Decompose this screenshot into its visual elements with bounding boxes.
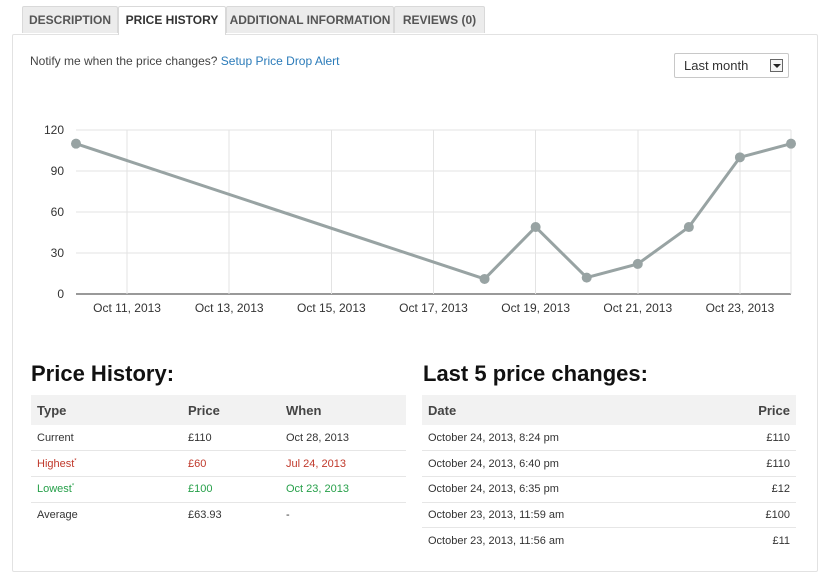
y-tick-label: 30	[51, 246, 65, 260]
data-point	[734, 152, 745, 163]
when-cell: -	[286, 509, 290, 522]
data-point	[786, 138, 796, 149]
column-header: Date	[422, 395, 702, 425]
data-point	[581, 272, 592, 283]
price-history-table: Type Price When Current £110 Oct 28, 201…	[31, 395, 406, 528]
column-header: Price	[702, 395, 796, 425]
price-drop-alert-link[interactable]: Setup Price Drop Alert	[220, 54, 340, 68]
last-changes-table: Date Price October 24, 2013, 8:24 pm £11…	[422, 395, 796, 553]
data-point	[632, 258, 643, 269]
date-cell: October 23, 2013, 11:59 am	[422, 502, 702, 529]
x-tick-label: Oct 11, 2013	[93, 301, 161, 315]
price-cell: £11	[772, 534, 790, 547]
table-row: October 23, 2013, 11:59 am £100	[422, 502, 796, 529]
footnote-mark: *	[71, 483, 75, 490]
data-point	[479, 273, 490, 284]
date-cell: October 23, 2013, 11:56 am	[428, 534, 565, 547]
type-cell: Current	[31, 425, 182, 452]
y-tick-label: 60	[51, 205, 65, 219]
data-point	[683, 222, 694, 233]
y-tick-label: 120	[44, 123, 64, 137]
type-cell: Average	[37, 509, 78, 522]
chevron-down-icon[interactable]	[770, 59, 783, 72]
price-cell: £60	[182, 450, 280, 477]
table-row: Highest* £60 Jul 24, 2013	[31, 450, 406, 477]
price-history-title: Price History:	[31, 361, 175, 386]
range-select-value: Last month	[684, 58, 749, 73]
y-axis: 0 30 60 90 120	[44, 123, 64, 301]
column-header: When	[280, 395, 406, 425]
table-header-row: Type Price When	[31, 395, 406, 425]
date-cell: October 24, 2013, 6:35 pm	[422, 476, 702, 503]
price-cell: £110	[182, 425, 280, 452]
date-cell: October 24, 2013, 6:40 pm	[422, 450, 702, 477]
x-tick-label: Oct 21, 2013	[603, 301, 672, 315]
series-line	[75, 142, 792, 281]
table-row: Average £63.93 -	[31, 502, 406, 528]
price-cell: £110	[702, 450, 796, 477]
table-row: October 24, 2013, 6:35 pm £12	[422, 476, 796, 503]
column-header: Price	[182, 395, 280, 425]
table-row: October 24, 2013, 6:40 pm £110	[422, 450, 796, 477]
price-cell: £100	[702, 502, 796, 529]
range-select[interactable]: Last month	[674, 53, 789, 78]
price-cell: £110	[702, 425, 796, 452]
x-tick-label: Oct 23, 2013	[706, 301, 775, 315]
type-cell: Lowest*	[31, 476, 182, 503]
y-tick-label: 0	[57, 287, 64, 301]
column-header: Type	[31, 395, 182, 425]
notify-row: Notify me when the price changes? Setup …	[30, 54, 340, 68]
y-tick-label: 90	[51, 164, 65, 178]
price-cell: £63.93	[188, 509, 222, 522]
tab-price-history[interactable]: PRICE HISTORY	[118, 6, 226, 35]
x-axis: Oct 11, 2013 Oct 13, 2013 Oct 15, 2013 Oct …	[93, 301, 774, 315]
table-row: October 23, 2013, 11:56 am £11	[422, 528, 796, 554]
x-tick-label: Oct 19, 2013	[501, 301, 570, 315]
data-point	[71, 138, 81, 149]
when-cell: Oct 28, 2013	[280, 425, 406, 452]
when-cell: Oct 23, 2013	[280, 476, 406, 503]
x-tick-label: Oct 17, 2013	[399, 301, 468, 315]
tab-reviews[interactable]: REVIEWS (0)	[394, 6, 485, 33]
chart-series	[71, 138, 796, 284]
table-row: October 24, 2013, 8:24 pm £110	[422, 425, 796, 452]
chart-grid	[76, 129, 792, 295]
price-cell: £100	[182, 476, 280, 503]
table-header-row: Date Price	[422, 395, 796, 425]
tab-description[interactable]: DESCRIPTION	[22, 6, 118, 33]
type-cell: Highest*	[31, 450, 182, 477]
table-row: Lowest* £100 Oct 23, 2013	[31, 476, 406, 503]
price-cell: £12	[702, 476, 796, 503]
when-cell: Jul 24, 2013	[280, 450, 406, 477]
x-tick-label: Oct 13, 2013	[195, 301, 264, 315]
notify-text: Notify me when the price changes?	[30, 54, 218, 68]
last-changes-title: Last 5 price changes:	[423, 361, 648, 386]
footnote-mark: *	[74, 457, 77, 464]
data-point	[530, 222, 541, 233]
x-tick-label: Oct 15, 2013	[297, 301, 366, 315]
date-cell: October 24, 2013, 8:24 pm	[422, 425, 702, 452]
tab-additional-information[interactable]: ADDITIONAL INFORMATION	[226, 6, 394, 33]
table-row: Current £110 Oct 28, 2013	[31, 425, 406, 452]
